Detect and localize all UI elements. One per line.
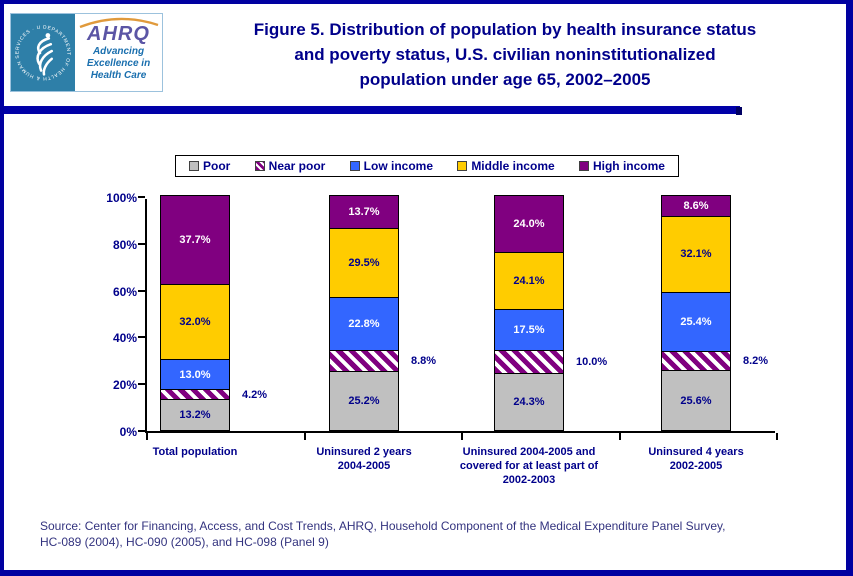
legend-label: Poor [203,159,231,173]
segment-middle-income: 32.1% [662,216,730,292]
legend-swatch-near-poor [254,161,265,171]
segment-poor: 25.2% [330,371,398,430]
y-axis-label: 40% [112,331,137,346]
segment-value-label: 25.6% [680,394,712,407]
source-note: Source: Center for Financing, Access, an… [40,518,725,550]
category-label: Uninsured 4 years 2002-2005 [648,446,744,472]
plot-area: 0% 20% 40% 60% 80% 100% 13.2% 4.2% 13.0% 32.0% 37.… [106,191,778,486]
segment-value-label: 24.1% [513,275,545,288]
y-axis-tick [138,242,145,245]
segment-value-label: 8.6% [683,200,709,213]
legend-swatch-poor [189,161,199,171]
y-axis-label: 60% [112,284,137,299]
segment-near-poor: 4.2% [161,389,267,401]
category-label: Uninsured 2004-2005 and covered for at l… [459,446,599,486]
bar-uninsured-4-years: 25.6% 8.2% 25.4% 32.1% 8.6% [661,195,768,431]
source-line-1: Source: Center for Financing, Access, an… [40,519,726,533]
bar-total-population: 13.2% 4.2% 13.0% 32.0% 37.7% [160,194,267,431]
segment-poor: 24.3% [495,373,563,430]
segment-value-label: 24.3% [513,396,545,409]
legend-item-poor: Poor [189,159,230,173]
segment-poor: 25.6% [662,370,730,430]
segment-low-income: 25.4% [662,291,730,351]
segment-low-income: 22.8% [330,297,398,351]
x-axis-tick [776,433,778,440]
legend-item-middle-income: Middle income [457,159,555,173]
legend-label: Middle income [471,159,555,173]
segment-high-income: 13.7% [330,196,398,229]
callout-value-label: 10.0% [576,355,608,368]
legend-swatch-low-income [349,161,360,171]
segment-high-income: 24.0% [495,196,563,253]
figure-title-line-1: Figure 5. Distribution of population by … [253,20,757,39]
legend-label: Low income [363,159,433,173]
segment-value-label: 25.4% [680,315,712,328]
hhs-eagle-icon [36,33,54,76]
segment-value-label: 13.2% [179,409,211,422]
segment-high-income: 8.6% [662,196,730,217]
figure-title: Figure 5. Distribution of population by … [172,17,838,92]
segment-poor: 13.2% [161,399,229,430]
category-label: Total population [152,446,238,458]
segment-near-poor: 8.2% [662,350,768,371]
segment-middle-income: 24.1% [495,252,563,309]
stacked-bar-chart: 0% 20% 40% 60% 80% 100% 13.2% 4.2% 13.0% 32.0% 37.… [106,191,778,486]
x-axis-tick [618,433,621,440]
legend-swatch-high-income [578,161,589,171]
legend-item-low-income: Low income [349,159,433,173]
segment-low-income: 17.5% [495,308,563,350]
hhs-seal-icon: DEPARTMENT OF HEALTH & HUMAN SERVICES · … [11,14,75,91]
y-axis-tick [138,383,145,386]
segment-value-label: 17.5% [513,323,545,336]
y-axis-label: 20% [112,378,137,393]
callout-value-label: 8.2% [743,355,769,368]
segment-value-label: 24.0% [513,218,545,231]
x-axis-tick [303,433,306,440]
segment-middle-income: 29.5% [330,228,398,298]
x-axis-tick [461,433,463,440]
y-axis-tick [138,336,145,339]
chart-legend: Poor Near poor Low income Middle income High… [175,155,679,177]
legend-item-near-poor: Near poor [254,159,326,173]
ahrq-logo: DEPARTMENT OF HEALTH & HUMAN SERVICES · … [10,13,163,92]
segment-value-label: 37.7% [179,233,211,246]
bar-uninsured-2-years: 25.2% 8.8% 22.8% 29.5% 13.7% [329,195,436,431]
figure-title-line-2: and poverty status, U.S. civilian nonins… [294,45,716,64]
source-line-2: HC-089 (2004), HC-090 (2005), and HC-098… [40,535,329,549]
bar-uninsured-2004-2005-and: 24.3% 10.0% 17.5% 24.1% 24.0% [494,195,607,431]
legend-label: Near poor [268,159,326,173]
y-axis-tick [138,196,145,198]
ahrq-wordmark: AHRQ [87,23,150,45]
figure-title-line-3: population under age 65, 2002–2005 [359,70,651,89]
segment-near-poor: 10.0% [495,349,607,374]
segment-near-poor: 8.8% [330,350,436,372]
y-axis-tick [138,430,145,432]
y-axis-tick [138,289,145,292]
x-axis-tick [146,433,148,440]
segment-value-label: 32.1% [680,248,712,261]
y-axis-label: 100% [106,191,137,205]
legend-swatch-middle-income [457,161,468,171]
legend-item-high-income: High income [578,159,665,173]
ahrq-arc-icon [79,17,158,28]
category-label: Uninsured 2 years 2004-2005 [316,446,412,472]
segment-low-income: 13.0% [161,358,229,390]
segment-middle-income: 32.0% [161,284,229,359]
segment-high-income: 37.7% [161,195,229,285]
segment-value-label: 32.0% [179,315,211,328]
y-axis-label: 80% [112,237,137,252]
segment-value-label: 13.0% [179,368,211,381]
callout-value-label: 4.2% [242,388,268,401]
segment-value-label: 29.5% [348,257,380,270]
segment-value-label: 25.2% [348,395,380,408]
header-divider [4,106,742,115]
ahrq-logo-panel: AHRQ Advancing Excellence in Health Care [75,14,162,91]
y-axis-label: 0% [119,425,137,439]
ahrq-tagline: Advancing Excellence in Health Care [86,46,151,81]
segment-value-label: 22.8% [348,318,380,331]
segment-value-label: 13.7% [348,206,380,219]
callout-value-label: 8.8% [411,355,437,368]
legend-label: High income [592,159,665,173]
